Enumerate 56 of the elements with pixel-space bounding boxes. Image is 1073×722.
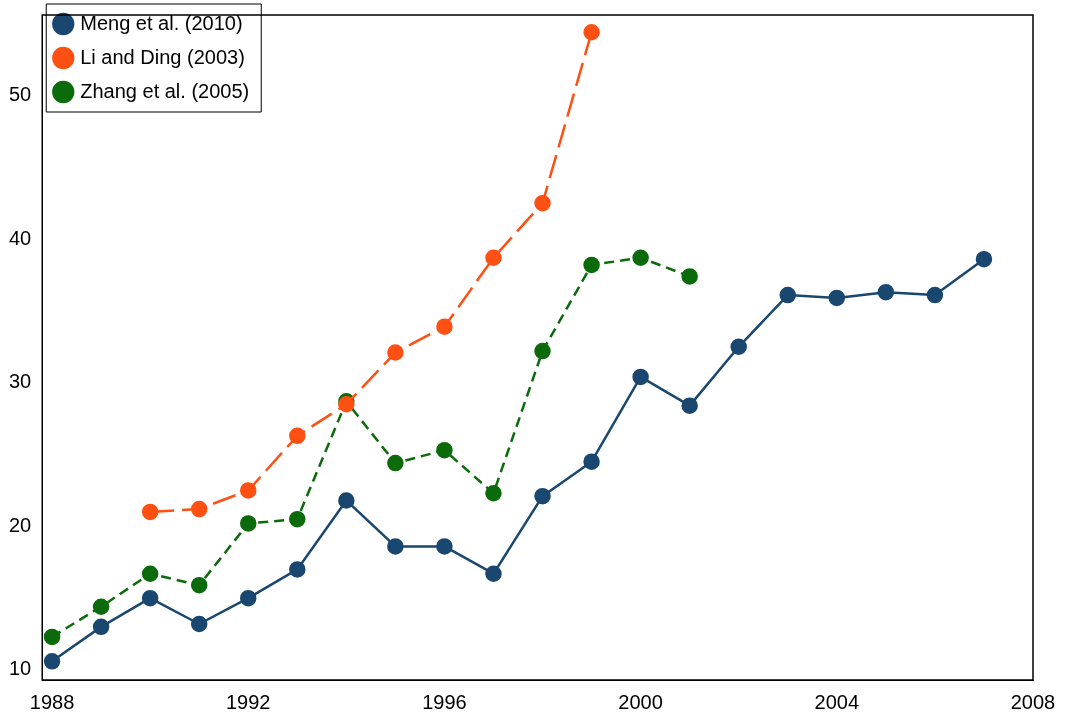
point xyxy=(632,249,649,266)
point xyxy=(828,289,846,307)
x-tick-label: 2008 xyxy=(1010,690,1056,713)
point xyxy=(239,482,257,499)
y-tick-label: 40 xyxy=(9,226,32,249)
point xyxy=(436,538,453,555)
point xyxy=(141,565,159,582)
point xyxy=(583,256,600,274)
point xyxy=(190,500,208,518)
x-tick-label: 2004 xyxy=(814,690,860,713)
point xyxy=(534,487,551,505)
y-tick-label: 20 xyxy=(9,513,32,536)
x-tick-label: 1988 xyxy=(29,690,75,713)
point xyxy=(92,618,110,636)
point xyxy=(43,653,61,670)
point xyxy=(289,561,306,578)
point xyxy=(387,454,404,472)
point xyxy=(436,318,453,335)
point xyxy=(485,249,502,266)
point xyxy=(534,194,551,212)
point xyxy=(436,441,453,459)
point xyxy=(583,23,600,41)
y-tick-label: 30 xyxy=(9,370,32,393)
point xyxy=(239,515,257,532)
point xyxy=(289,510,306,528)
point xyxy=(387,538,404,555)
legend-label: Zhang et al. (2005) xyxy=(80,79,250,102)
point xyxy=(779,286,797,304)
point xyxy=(141,589,159,607)
point xyxy=(730,338,747,356)
point xyxy=(681,397,698,414)
point xyxy=(681,268,698,285)
x-tick-label: 1992 xyxy=(225,690,271,713)
point xyxy=(141,503,159,521)
point xyxy=(534,342,551,360)
point xyxy=(92,598,110,615)
legend-label: Li and Ding (2003) xyxy=(80,45,245,68)
x-tick-label: 1996 xyxy=(422,690,467,713)
point xyxy=(975,250,993,268)
point xyxy=(43,628,61,646)
point xyxy=(289,427,306,445)
point xyxy=(926,286,944,304)
point xyxy=(485,565,502,582)
point xyxy=(485,485,502,502)
point xyxy=(190,576,208,594)
point xyxy=(583,453,600,470)
point xyxy=(239,589,257,607)
point xyxy=(877,283,895,301)
point xyxy=(632,368,649,386)
point xyxy=(338,492,355,509)
y-tick-label: 10 xyxy=(9,657,32,680)
y-tick-label: 50 xyxy=(9,82,32,105)
x-tick-label: 2000 xyxy=(618,690,663,713)
legend-label: Meng et al. (2010) xyxy=(80,11,243,34)
point xyxy=(190,615,208,633)
point xyxy=(387,344,404,361)
